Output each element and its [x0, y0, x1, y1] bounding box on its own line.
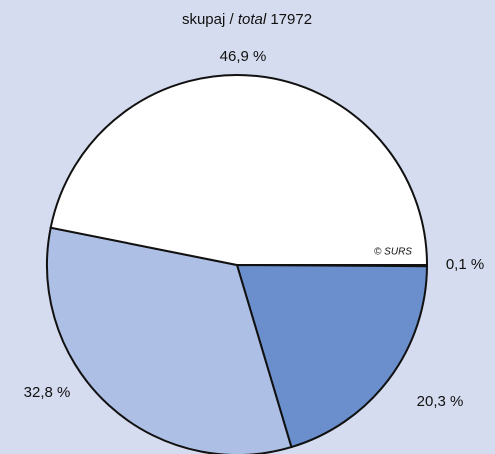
pie [46, 74, 429, 454]
data-label: 0,1 % [446, 256, 484, 273]
data-label: 46,9 % [220, 48, 267, 65]
chart-title: skupaj / total 17972 [182, 11, 312, 28]
credit: © SURS [374, 247, 412, 258]
pie-slice [235, 263, 429, 449]
pie-slice [49, 74, 429, 266]
title-part: 17972 [270, 11, 312, 28]
title-part: skupaj / [182, 11, 235, 28]
title-part: total [238, 11, 267, 28]
data-label: 32,8 % [24, 384, 71, 401]
pie-slice [46, 226, 293, 454]
data-label: 20,3 % [417, 393, 464, 410]
